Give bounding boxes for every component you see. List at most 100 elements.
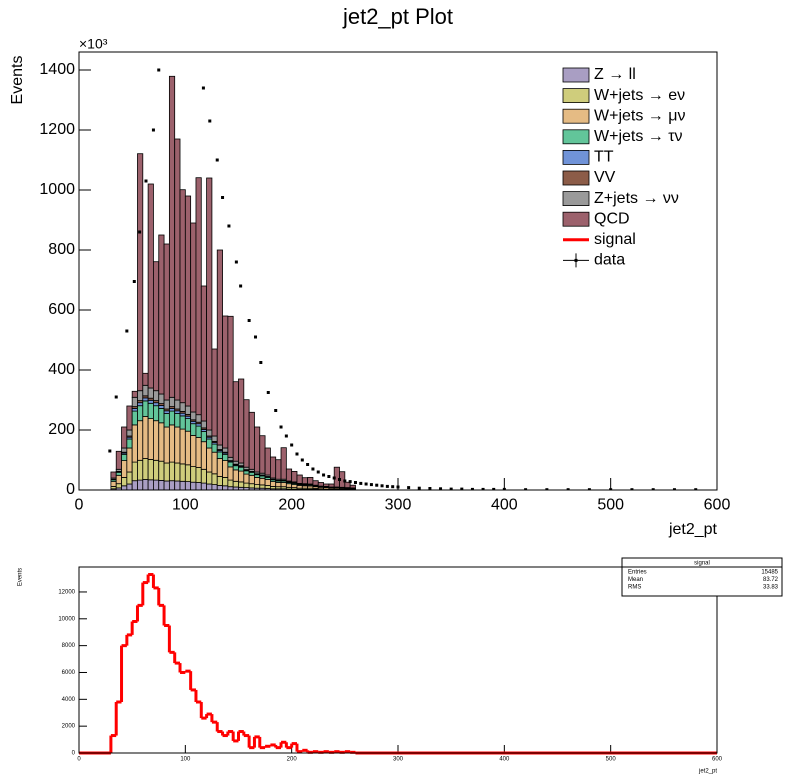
legend-label: VV	[594, 169, 616, 186]
stack-segment	[137, 405, 144, 422]
y-tick-label: 4000	[62, 697, 76, 703]
stack-segment	[184, 430, 192, 466]
plot-area	[108, 68, 698, 490]
stack-segment	[168, 75, 176, 398]
x-axis-title: jet2_pt	[668, 521, 718, 538]
stack-segment	[121, 485, 128, 490]
data-point	[144, 179, 148, 183]
stack-segment	[280, 447, 287, 480]
stack-segment	[163, 480, 170, 490]
y-tick-label: 800	[48, 241, 75, 258]
stack-segment	[328, 483, 335, 488]
stack-segment	[174, 462, 181, 482]
data-point	[651, 488, 655, 490]
data-point	[380, 484, 384, 488]
data-point	[266, 391, 270, 394]
data-point	[348, 480, 352, 484]
y-tick-label: 600	[48, 301, 75, 318]
stack-segment	[115, 483, 122, 489]
data-point	[481, 487, 485, 490]
data-point	[566, 488, 570, 490]
stack-segment	[211, 443, 218, 453]
data-point	[215, 158, 219, 162]
data-point	[201, 86, 205, 90]
stack-segment	[153, 420, 160, 461]
data-point	[587, 488, 591, 490]
stack-segment	[275, 459, 282, 480]
stack-segment	[195, 437, 202, 468]
stack-segment	[206, 483, 213, 490]
stack-segment	[206, 438, 213, 449]
stack-segment	[168, 396, 176, 407]
stack-segment	[158, 422, 165, 462]
stack-segment	[163, 426, 170, 464]
stack-segment	[227, 466, 234, 481]
stack-segment	[174, 426, 181, 464]
data-point	[306, 463, 310, 466]
y-tick-label: 8000	[62, 643, 76, 649]
stack-segment	[216, 451, 223, 459]
stack-segment	[174, 399, 181, 410]
stack-segment	[222, 315, 229, 449]
x-tick-label: 100	[172, 496, 199, 513]
stack-segment	[115, 450, 122, 470]
stack-segment	[147, 479, 154, 490]
stack-segment	[131, 410, 138, 426]
stack-segment	[259, 435, 266, 474]
stack-segment	[216, 249, 223, 446]
stack-segment	[147, 387, 154, 399]
stack-segment	[147, 399, 154, 404]
y-tick-label: 6000	[62, 670, 76, 676]
stack-segment	[243, 482, 250, 489]
stack-segment	[275, 482, 282, 488]
stack-segment	[121, 426, 128, 449]
stats-value: 15485	[761, 570, 778, 576]
stack-segment	[153, 261, 160, 392]
stack-segment	[269, 456, 277, 479]
stack-segment	[206, 447, 213, 473]
stack-segment	[307, 476, 314, 485]
stack-segment	[195, 482, 202, 490]
stack-segment	[216, 458, 223, 477]
stats-box	[621, 557, 783, 597]
stack-segment	[222, 453, 229, 461]
data-point	[284, 434, 288, 438]
x-tick-label: 0	[75, 496, 84, 513]
stack-segment	[323, 483, 330, 487]
stack-segment	[179, 402, 186, 412]
stack-segment	[238, 462, 245, 467]
stack-segment	[259, 484, 266, 489]
stack-segment	[238, 481, 245, 488]
data-point	[375, 483, 379, 487]
stack-segment	[190, 466, 197, 483]
data-point	[353, 481, 357, 484]
data-point	[369, 483, 373, 487]
legend-label: TT	[594, 149, 614, 166]
stack-segment	[248, 471, 255, 476]
stack-segment	[142, 397, 149, 402]
stack-segment	[174, 138, 181, 401]
stack-segment	[158, 234, 165, 395]
stack-segment	[232, 469, 239, 482]
y-tick-label: 0	[66, 481, 75, 498]
stack-segment	[243, 399, 250, 468]
stack-segment	[291, 470, 298, 483]
stack-segment	[147, 402, 154, 419]
data-point	[322, 473, 326, 477]
stack-segment	[206, 471, 213, 485]
x-axis-title: jet2_pt	[698, 769, 717, 775]
stack-segment	[142, 458, 149, 480]
stack-segment	[211, 435, 218, 442]
stack-segment	[168, 410, 176, 426]
stack-segment	[184, 464, 192, 482]
stack-segment	[254, 484, 261, 489]
x-tick-label: 200	[278, 496, 305, 513]
chart-title: jet2_pt Plot	[342, 4, 453, 29]
x-tick-label: 400	[499, 756, 510, 762]
stack-segment	[312, 480, 319, 486]
data-point	[274, 409, 278, 412]
stack-segment	[227, 315, 234, 458]
stack-segment	[179, 415, 186, 430]
stack-segment	[153, 479, 160, 490]
stack-segment	[248, 483, 255, 489]
